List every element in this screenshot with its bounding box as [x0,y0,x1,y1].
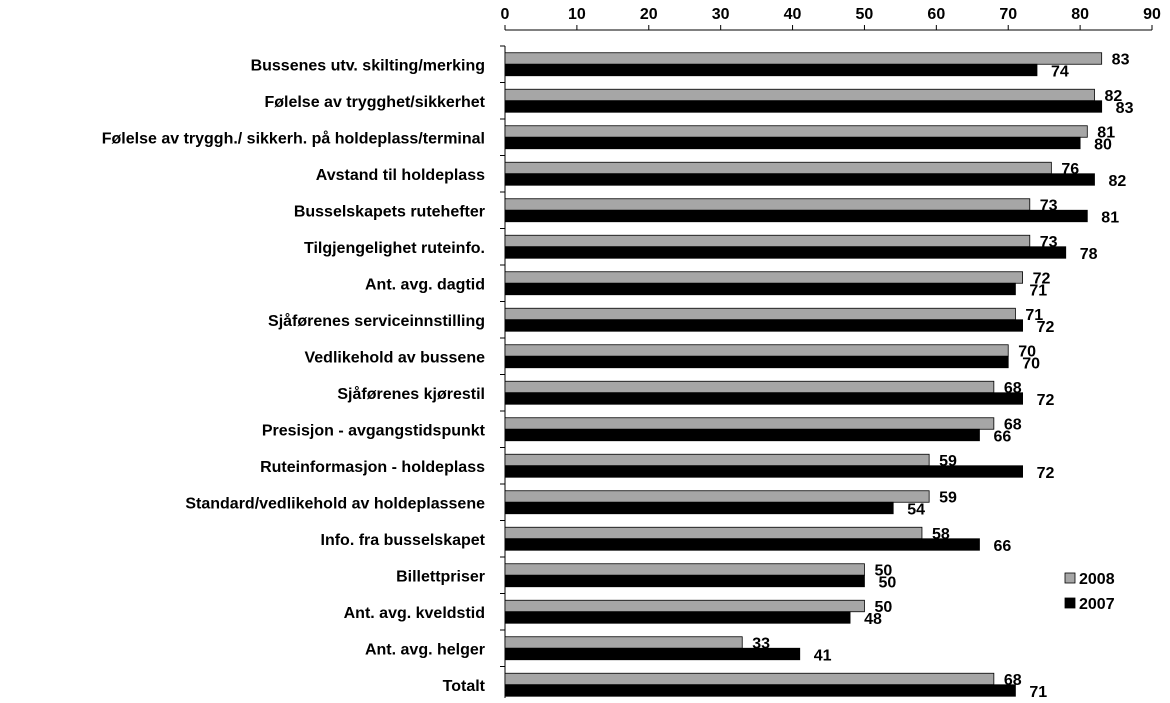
bar [504,392,1023,405]
data-label: 81 [1097,124,1115,141]
bar [504,380,995,394]
data-label: 50 [878,574,896,591]
bar [504,319,1023,332]
data-label: 81 [1101,209,1119,226]
bar [504,173,1095,186]
data-label: 41 [814,647,832,664]
data-label: 72 [1037,392,1055,409]
data-label: 59 [939,489,957,506]
bar [504,307,1016,321]
data-label: 70 [1018,343,1036,360]
legend-label: 2008 [1079,571,1115,588]
y-tick-label: Tilgjengelighet ruteinfo. [304,240,485,257]
bar [504,453,930,467]
data-label: 72 [1033,270,1051,287]
data-label: 50 [874,599,892,616]
x-tick-label: 30 [712,6,730,23]
bar [504,209,1088,223]
data-label: 70 [1022,355,1040,372]
bar [504,271,1023,284]
x-tick-label: 80 [1071,6,1089,23]
bar [504,599,865,613]
y-tick-label: Følelse av tryggh./ sikkerh. på holdepla… [102,129,485,147]
bar [504,246,1067,259]
bar [504,417,995,430]
bar [504,282,1016,296]
data-label: 72 [1037,465,1055,482]
bar [504,161,1052,175]
bar [504,234,1031,248]
data-label: 50 [874,562,892,579]
bar [504,647,801,661]
x-tick-label: 10 [568,6,586,23]
bar [504,63,1038,77]
data-label: 54 [907,501,925,518]
bar [504,490,930,503]
bar [504,526,923,540]
bar [504,636,743,649]
y-tick-label: Info. fra busselskapet [321,532,486,549]
data-label: 82 [1104,88,1122,105]
bar [504,465,1023,478]
legend-swatch [1064,572,1076,584]
x-tick-label: 0 [501,6,510,23]
x-tick-label: 90 [1143,6,1161,23]
data-label: 72 [1037,319,1055,336]
data-label: 71 [1029,684,1047,698]
data-label: 71 [1029,282,1047,299]
y-tick-label: Sjåførenes serviceinnstilling [268,312,485,330]
legend-label: 2007 [1079,596,1115,613]
y-tick-label: Standard/vedlikehold av holdeplassene [185,495,485,512]
x-tick-label: 20 [640,6,658,23]
y-tick-label: Totalt [443,678,486,695]
bar [504,355,1009,369]
y-tick-label: Ruteinformasjon - holdeplass [260,459,485,476]
y-tick-label: Bussenes utv. skilting/merking [251,57,485,74]
bar [504,136,1081,150]
data-label: 74 [1051,63,1069,80]
y-tick-label: Busselskapets rutehefter [294,203,485,220]
y-tick-label: Billettpriser [396,568,485,585]
y-tick-label: Følelse av trygghet/sikkerhet [264,94,485,111]
bar [504,198,1031,211]
data-label: 83 [1112,51,1130,68]
x-tick-label: 50 [856,6,874,23]
bar [504,100,1103,113]
data-label: 82 [1108,173,1126,190]
y-tick-label: Presisjon - avgangstidspunkt [262,422,486,439]
bar [504,672,995,686]
bar [504,563,865,576]
bar [504,501,894,515]
data-label: 71 [1025,307,1043,324]
y-tick-label: Vedlikehold av bussene [304,349,485,366]
bar [504,344,1009,357]
bar [504,574,865,588]
bar [504,88,1095,102]
data-label: 83 [1116,100,1134,117]
data-label: 48 [864,611,882,628]
data-label: 66 [993,538,1011,555]
bar [504,125,1088,138]
bar [504,684,1016,697]
data-label: 78 [1080,246,1098,263]
data-label: 68 [1004,416,1022,433]
bar [504,538,980,551]
y-tick-label: Ant. avg. helger [365,641,485,658]
data-label: 66 [993,428,1011,445]
y-tick-label: Sjåførenes kjørestil [337,385,485,403]
x-tick-label: 40 [784,6,802,23]
y-tick-label: Ant. avg. kveldstid [344,605,485,622]
x-tick-label: 60 [927,6,945,23]
bar [504,611,851,624]
bar [504,428,980,442]
y-tick-label: Avstand til holdeplass [316,167,485,184]
data-label: 80 [1094,136,1112,153]
x-tick-label: 70 [999,6,1017,23]
bar [504,52,1103,65]
legend-swatch [1064,597,1076,609]
y-tick-label: Ant. avg. dagtid [365,276,485,293]
